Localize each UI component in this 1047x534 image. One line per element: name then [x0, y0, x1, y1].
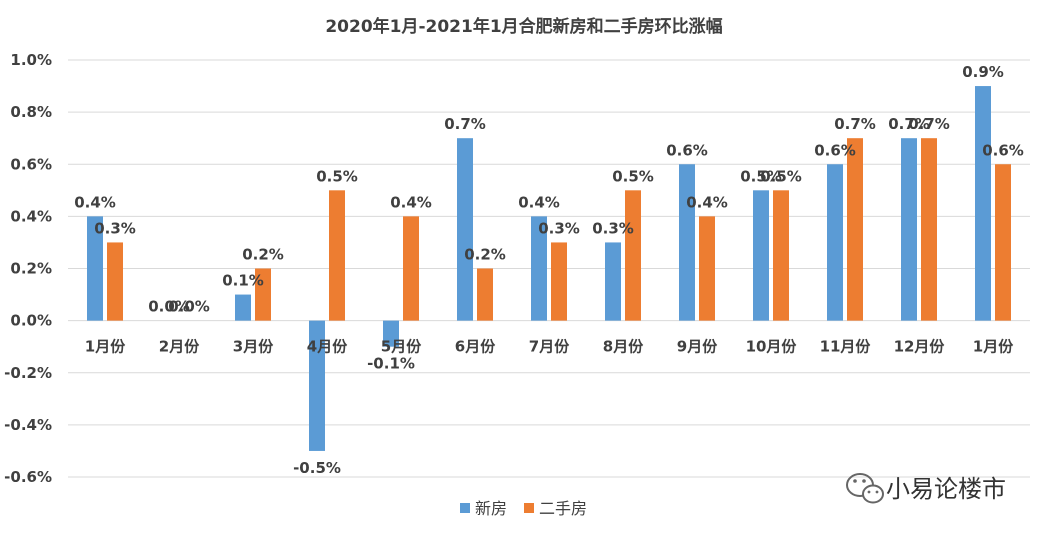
bar-new-house — [975, 86, 991, 321]
gridlines — [68, 59, 1030, 478]
bar-new-house — [235, 294, 251, 321]
data-labels: 0.4% 0.3% 0.0%0.0% 0.1% 0.2% -0.5% 0.5% -0.1% 0.… — [74, 63, 1024, 477]
data-label: -0.1% — [367, 355, 415, 373]
data-label: 0.6% — [982, 141, 1024, 159]
data-label: 0.0% — [148, 298, 190, 316]
watermark-text: 小易论楼市 — [886, 475, 1006, 503]
data-label: 0.7% — [908, 115, 950, 133]
bar-new-house — [753, 190, 769, 321]
data-label: 0.4% — [74, 193, 116, 211]
x-tick-label: 1月份 — [973, 338, 1014, 356]
bar-second-hand — [403, 216, 419, 321]
x-tick-label: 3月份 — [233, 338, 274, 356]
x-tick-label: 11月份 — [820, 338, 872, 356]
legend-label: 二手房 — [539, 499, 587, 518]
x-tick-label: 5月份 — [381, 338, 422, 356]
wechat-icon — [846, 473, 884, 504]
y-tick-label: 0.8% — [10, 103, 52, 121]
chart-title: 2020年1月-2021年1月合肥新房和二手房环比涨幅 — [325, 16, 722, 37]
x-tick-label: 8月份 — [603, 338, 644, 356]
bar-second-hand — [921, 138, 937, 321]
bar-new-house — [531, 216, 547, 321]
y-tick-label: -0.6% — [4, 468, 52, 486]
x-tick-label: 4月份 — [307, 338, 348, 356]
y-axis-ticks: 1.0% 0.8% 0.6% 0.4% 0.2% 0.0% -0.2% -0.4% -0.6% — [4, 51, 52, 486]
bar-second-hand — [477, 268, 493, 321]
x-tick-label: 12月份 — [894, 338, 946, 356]
bar-second-hand — [773, 190, 789, 321]
data-label: 0.5% — [612, 167, 654, 185]
data-label: 0.4% — [686, 193, 728, 211]
bar-second-hand — [255, 268, 271, 321]
bar-new-house — [383, 320, 399, 347]
data-label: 0.7% — [834, 115, 876, 133]
x-tick-label: 9月份 — [677, 338, 718, 356]
x-tick-label: 6月份 — [455, 338, 496, 356]
data-label: 0.3% — [94, 219, 136, 237]
bar-second-hand — [329, 190, 345, 321]
bar-second-hand — [107, 242, 123, 321]
data-label: 0.7% — [444, 115, 486, 133]
y-tick-label: 0.0% — [10, 312, 52, 330]
x-tick-label: 1月份 — [85, 338, 126, 356]
legend: 新房 二手房 — [460, 499, 587, 518]
data-label: 0.2% — [242, 246, 284, 264]
data-label: 0.4% — [390, 193, 432, 211]
legend-swatch — [460, 503, 470, 513]
bars — [87, 86, 1011, 451]
data-label: 0.5% — [740, 167, 782, 185]
data-label: 0.3% — [538, 219, 580, 237]
bar-new-house — [605, 242, 621, 321]
data-label: 0.6% — [814, 141, 856, 159]
data-label: 0.7% — [888, 115, 930, 133]
y-tick-label: -0.4% — [4, 416, 52, 434]
x-tick-label: 2月份 — [159, 338, 200, 356]
data-label: 0.0% — [168, 298, 210, 316]
data-label: -0.5% — [293, 459, 341, 477]
bar-second-hand — [551, 242, 567, 321]
data-label: 0.1% — [222, 272, 264, 290]
legend-swatch — [524, 503, 534, 513]
bar-second-hand — [995, 164, 1011, 321]
data-label: 0.4% — [518, 193, 560, 211]
y-tick-label: 0.4% — [10, 207, 52, 225]
y-tick-label: -0.2% — [4, 364, 52, 382]
data-label: 0.5% — [760, 167, 802, 185]
bar-second-hand — [699, 216, 715, 321]
x-tick-label: 7月份 — [529, 338, 570, 356]
x-axis-ticks: 1月份 2月份 3月份 4月份 5月份 6月份 7月份 8月份 9月份 10月份 11月份 12月份 1… — [85, 338, 1014, 356]
data-label: 0.9% — [962, 63, 1004, 81]
y-tick-label: 0.6% — [10, 155, 52, 173]
x-tick-label: 10月份 — [746, 338, 798, 356]
data-label: 0.6% — [666, 141, 708, 159]
bar-second-hand — [847, 138, 863, 321]
bar-second-hand — [625, 190, 641, 321]
bar-new-house — [901, 138, 917, 321]
y-tick-label: 0.2% — [10, 260, 52, 278]
data-label: 0.2% — [464, 246, 506, 264]
bar-new-house — [309, 320, 325, 451]
legend-label: 新房 — [475, 499, 507, 518]
watermark: 小易论楼市 — [846, 473, 1006, 504]
bar-new-house — [87, 216, 103, 321]
data-label: 0.5% — [316, 167, 358, 185]
bar-new-house — [457, 138, 473, 321]
y-tick-label: 1.0% — [10, 51, 52, 69]
bar-new-house — [679, 164, 695, 321]
data-label: 0.3% — [592, 219, 634, 237]
bar-new-house — [827, 164, 843, 321]
